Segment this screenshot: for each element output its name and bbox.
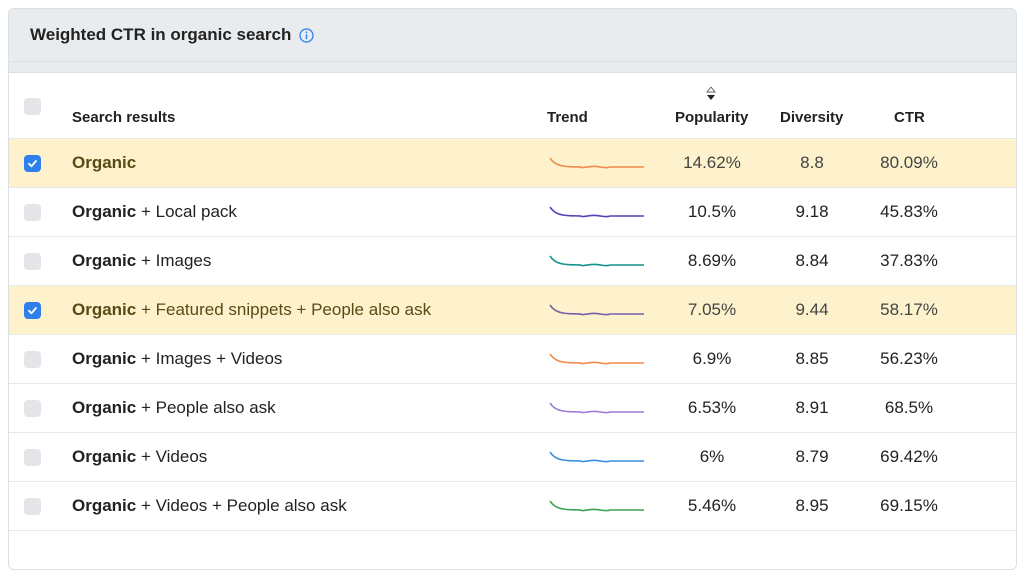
row-checkbox[interactable] <box>24 204 41 221</box>
weighted-ctr-panel: Weighted CTR in organic search Search re… <box>8 8 1017 570</box>
ctr-value: 45.83% <box>880 202 938 221</box>
row-label-rest: + Images + Videos <box>136 349 283 368</box>
table-row[interactable]: Organic 14.62% 8.8 80.09% <box>9 139 1016 188</box>
row-label-rest: + People also ask <box>136 398 276 417</box>
row-label-bold: Organic <box>72 153 137 172</box>
table-row[interactable]: Organic + People also ask 6.53% 8.91 68.5% <box>9 384 1016 433</box>
table-body: Organic 14.62% 8.8 80.09% Organic + Local pa… <box>9 139 1016 531</box>
table-row[interactable]: Organic + Videos + People also ask 5.46% 8… <box>9 482 1016 531</box>
column-header-search-results[interactable]: Search results <box>72 109 176 126</box>
popularity-value: 7.05% <box>687 300 737 319</box>
diversity-value: 8.91 <box>795 398 829 417</box>
diversity-value: 9.44 <box>795 300 829 319</box>
checkmark-icon <box>28 160 37 168</box>
diversity-value: 8.79 <box>795 447 829 466</box>
row-checkbox[interactable] <box>24 400 41 417</box>
trend-sparkline <box>549 157 644 169</box>
row-checkbox[interactable] <box>24 498 41 515</box>
table-row[interactable]: Organic + Videos 6% 8.79 69.42% <box>9 433 1016 482</box>
row-label-bold: Organic <box>72 398 137 417</box>
row-label-bold: Organic <box>72 447 137 466</box>
row-label-rest: + Local pack <box>136 202 237 221</box>
info-circle-icon[interactable] <box>299 27 314 43</box>
ctr-value: 69.15% <box>880 496 938 515</box>
trend-line <box>549 451 644 463</box>
popularity-value: 10.5% <box>687 202 737 221</box>
trend-line <box>549 402 644 414</box>
results-table: Search results Trend Popularity Diversit… <box>9 73 1016 531</box>
trend-sparkline <box>549 255 644 267</box>
row-checkbox[interactable] <box>24 155 41 172</box>
sort-triangles-icon[interactable] <box>705 86 717 106</box>
trend-line <box>549 500 644 512</box>
ctr-value: 69.42% <box>880 447 938 466</box>
ctr-value: 58.17% <box>880 300 938 319</box>
row-label-bold: Organic <box>72 202 137 221</box>
trend-line <box>549 304 644 316</box>
panel-header: Weighted CTR in organic search <box>9 9 1016 62</box>
column-header-popularity[interactable]: Popularity <box>675 109 749 126</box>
popularity-value: 6.53% <box>687 398 737 417</box>
row-label-rest: + Videos <box>136 447 208 466</box>
trend-sparkline <box>549 500 644 512</box>
trend-sparkline <box>549 353 644 365</box>
row-label-bold: Organic <box>72 300 137 319</box>
header-divider <box>9 62 1016 73</box>
row-label-rest: + Featured snippets + People also ask <box>136 300 432 319</box>
ctr-value: 56.23% <box>880 349 938 368</box>
row-checkbox[interactable] <box>24 449 41 466</box>
row-checkbox[interactable] <box>24 253 41 270</box>
row-label: Organic + Images + Videos <box>72 349 282 369</box>
trend-sparkline <box>549 304 644 316</box>
popularity-value: 8.69% <box>687 251 737 270</box>
column-header-trend[interactable]: Trend <box>547 109 588 126</box>
checkmark-icon <box>28 307 37 315</box>
row-label-rest: + Images <box>136 251 212 270</box>
row-label: Organic + Videos + People also ask <box>72 496 347 516</box>
trend-line <box>549 255 644 267</box>
column-header-diversity[interactable]: Diversity <box>780 109 844 126</box>
trend-line <box>549 353 644 365</box>
trend-line <box>549 206 644 218</box>
row-label-bold: Organic <box>72 251 137 270</box>
diversity-value: 8.8 <box>800 153 824 172</box>
row-label-bold: Organic <box>72 496 137 515</box>
row-checkbox[interactable] <box>24 302 41 319</box>
trend-sparkline <box>549 451 644 463</box>
row-label-rest: + Videos + People also ask <box>136 496 347 515</box>
table-header-row: Search results Trend Popularity Diversit… <box>9 73 1016 139</box>
diversity-value: 9.18 <box>795 202 829 221</box>
row-label: Organic + Images <box>72 251 211 271</box>
popularity-value: 14.62% <box>683 153 741 172</box>
row-label: Organic + Featured snippets + People als… <box>72 300 431 320</box>
ctr-value: 37.83% <box>880 251 938 270</box>
popularity-value: 6.9% <box>692 349 732 368</box>
trend-sparkline <box>549 402 644 414</box>
row-label: Organic <box>72 153 136 173</box>
ctr-value: 68.5% <box>884 398 934 417</box>
ctr-value: 80.09% <box>880 153 938 172</box>
table-row[interactable]: Organic + Images 8.69% 8.84 37.83% <box>9 237 1016 286</box>
table-row[interactable]: Organic + Featured snippets + People als… <box>9 286 1016 335</box>
select-all-checkbox[interactable] <box>24 97 41 115</box>
panel-title: Weighted CTR in organic search <box>30 25 292 44</box>
diversity-value: 8.84 <box>795 251 829 270</box>
column-header-ctr[interactable]: CTR <box>894 109 925 126</box>
popularity-value: 5.46% <box>687 496 737 515</box>
diversity-value: 8.95 <box>795 496 829 515</box>
row-label: Organic + Local pack <box>72 202 237 222</box>
row-checkbox[interactable] <box>24 351 41 368</box>
row-label: Organic + People also ask <box>72 398 276 418</box>
trend-sparkline <box>549 206 644 218</box>
table-row[interactable]: Organic + Local pack 10.5% 9.18 45.83% <box>9 188 1016 237</box>
row-label-bold: Organic <box>72 349 137 368</box>
row-label: Organic + Videos <box>72 447 207 467</box>
diversity-value: 8.85 <box>795 349 829 368</box>
popularity-value: 6% <box>699 447 725 466</box>
trend-line <box>549 157 644 169</box>
table-row[interactable]: Organic + Images + Videos 6.9% 8.85 56.23% <box>9 335 1016 384</box>
